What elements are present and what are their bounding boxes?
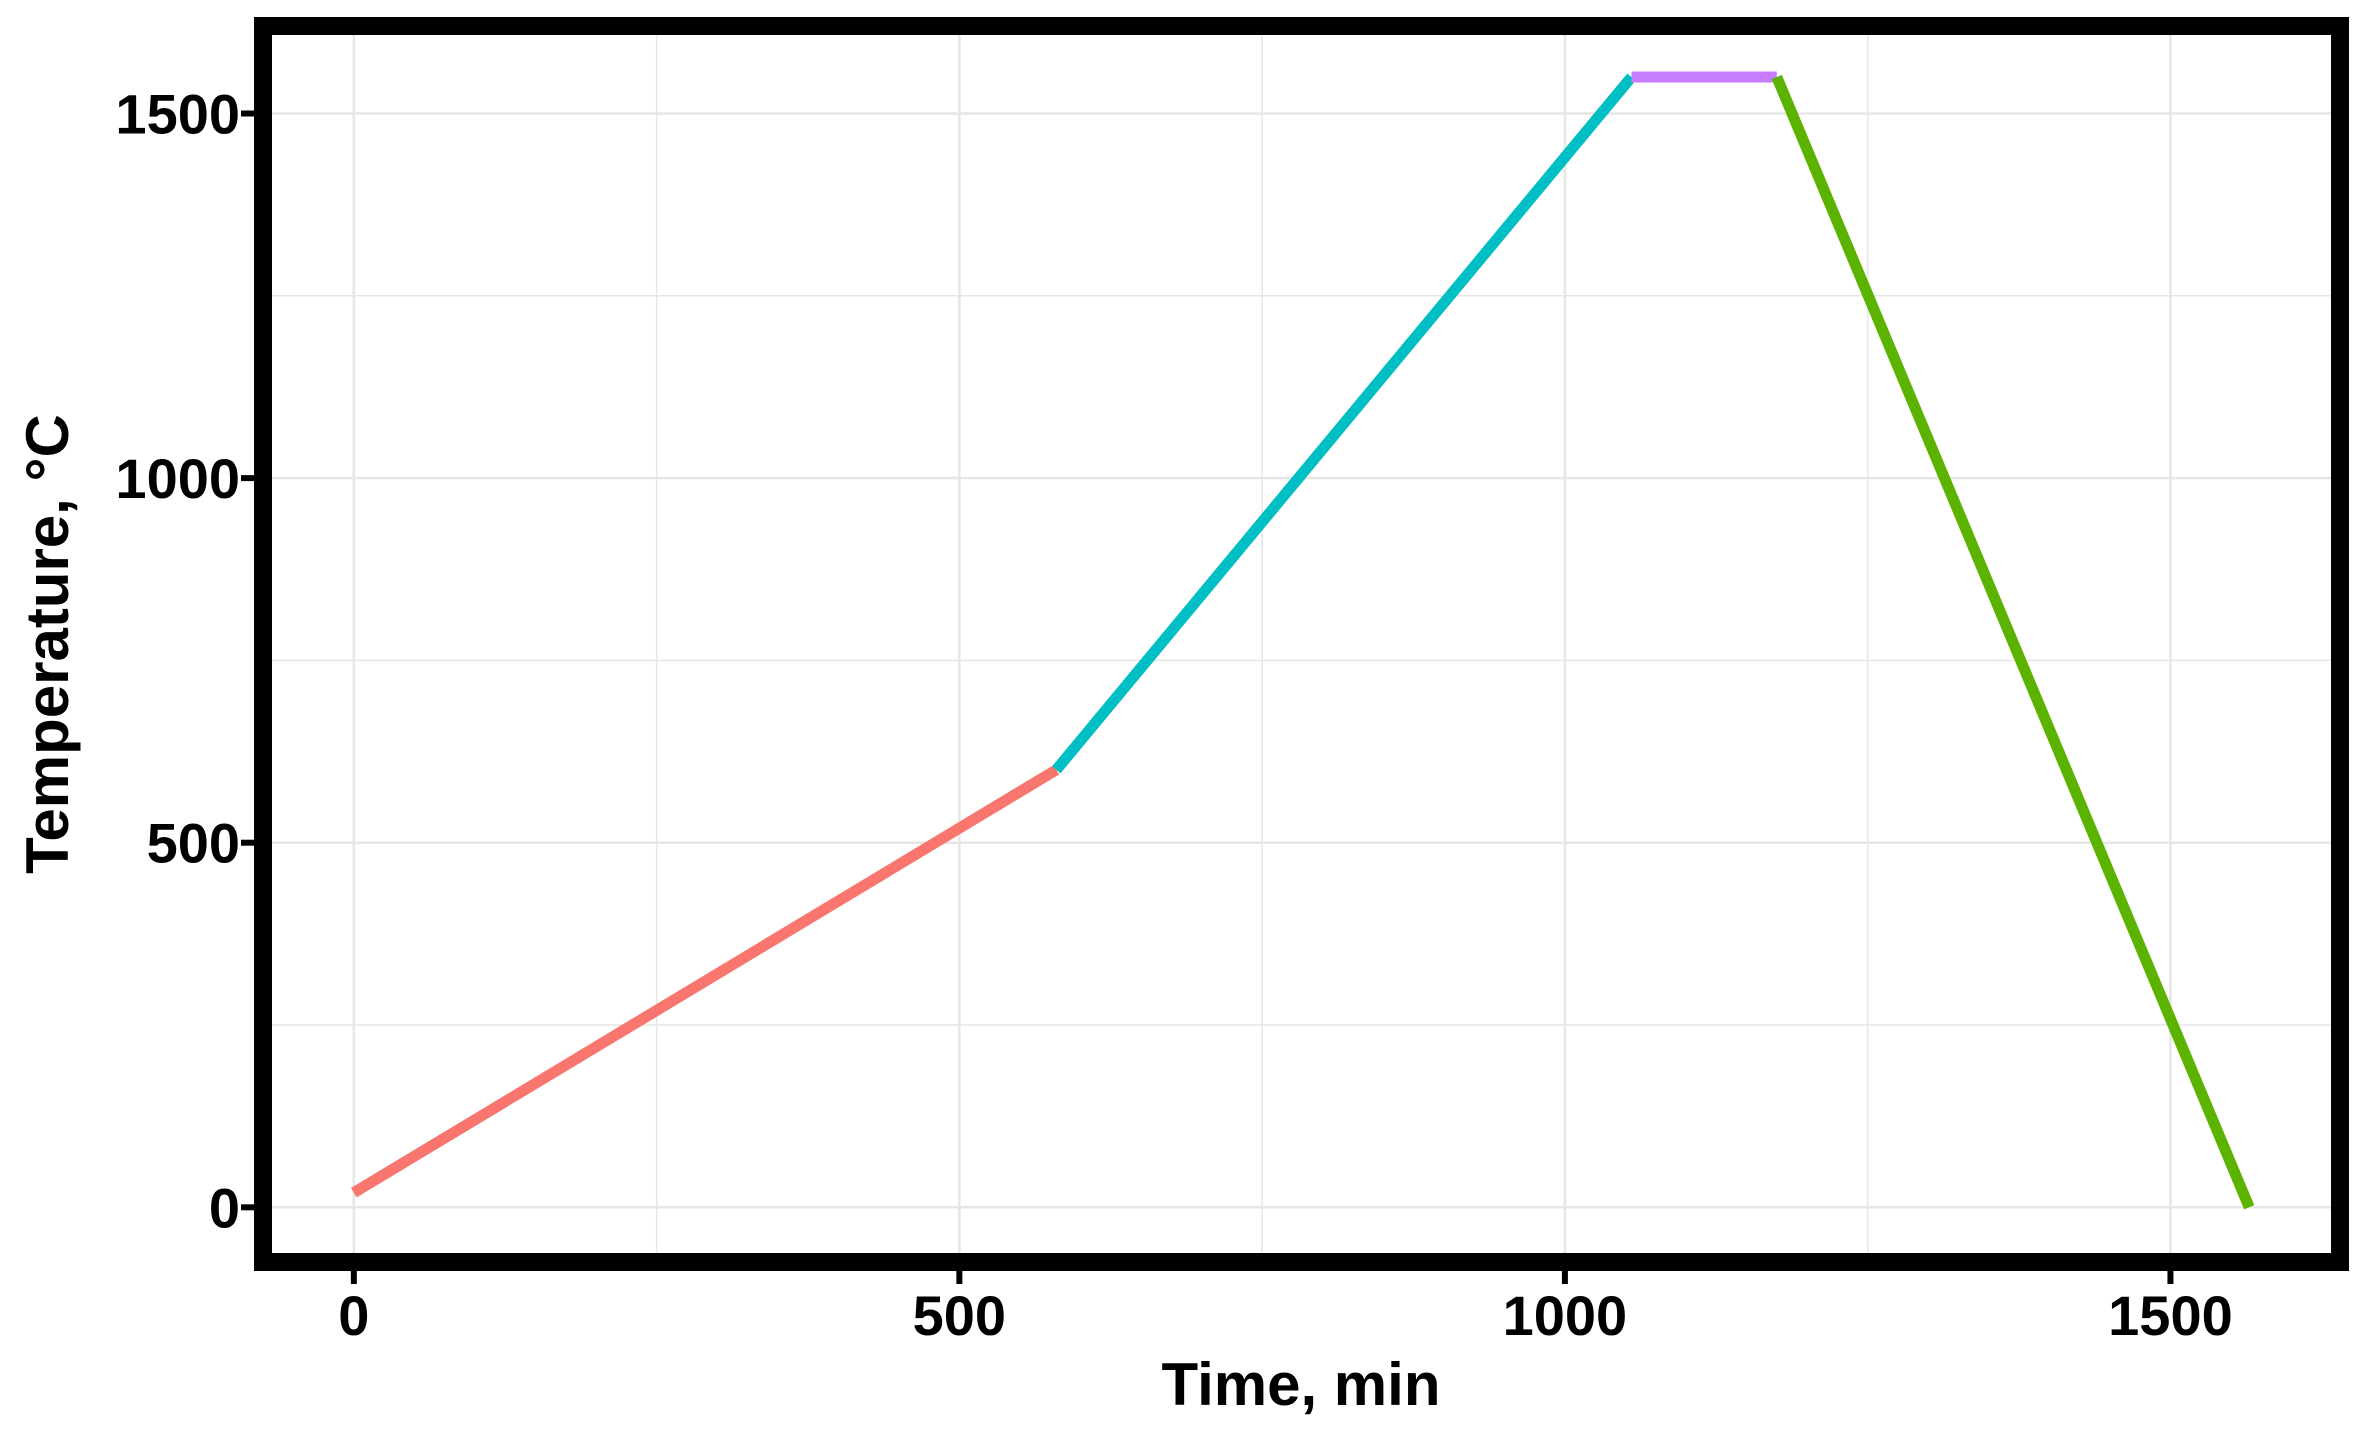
series-line-2 — [1052, 73, 1636, 774]
y-tick-label: 500 — [147, 812, 240, 875]
y-tick-label: 0 — [209, 1176, 240, 1239]
y-tick-label: 1500 — [115, 83, 240, 146]
y-tick-label: 1000 — [115, 447, 240, 510]
series-line-4 — [1771, 74, 2255, 1210]
tick-labels: 0 500 1000 1500 0 500 1000 1500 — [115, 83, 2232, 1347]
x-tick-label: 0 — [338, 1284, 369, 1347]
y-axis-title: Temperature, °C — [14, 414, 81, 874]
series-line-1 — [350, 765, 1060, 1198]
series-lines — [350, 71, 2255, 1210]
gridlines — [263, 26, 2340, 1262]
axis-ticks — [241, 110, 2174, 1284]
x-tick-label: 500 — [913, 1284, 1006, 1347]
x-tick-label: 1500 — [2108, 1284, 2233, 1347]
x-tick-label: 1000 — [1503, 1284, 1628, 1347]
plot-frame — [254, 17, 2349, 1271]
x-axis-title: Time, min — [1162, 1351, 1441, 1418]
